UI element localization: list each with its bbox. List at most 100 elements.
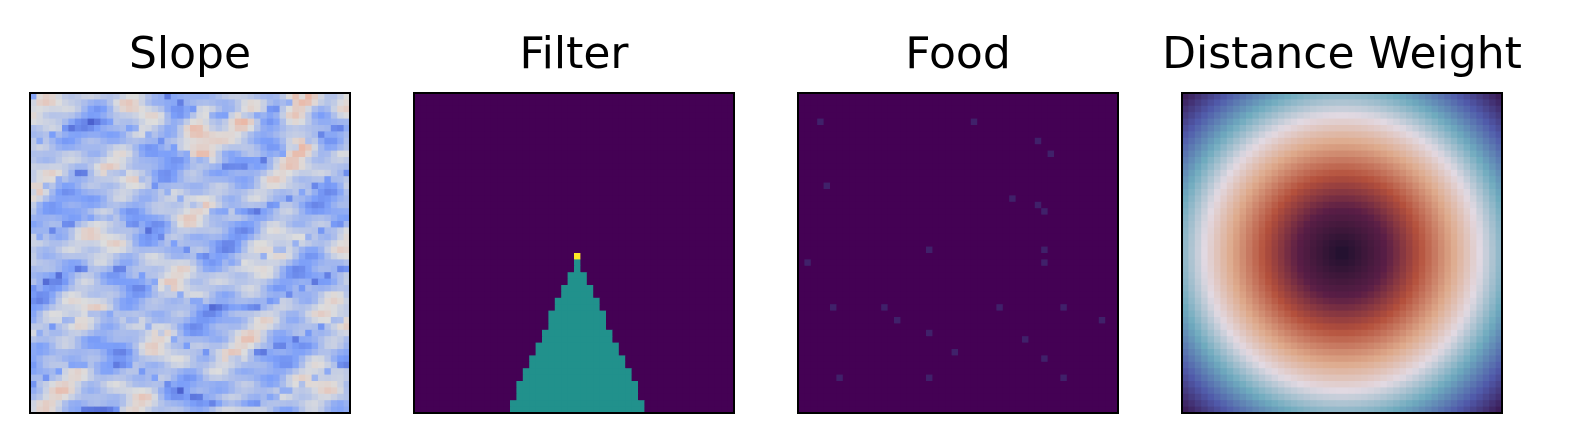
filter-cell xyxy=(554,329,562,337)
slope-cell xyxy=(68,329,76,337)
slope-cell xyxy=(298,253,306,260)
filter-cell xyxy=(503,317,511,324)
filter-cell xyxy=(599,144,607,152)
slope-cell xyxy=(145,342,153,350)
filter-cell xyxy=(535,400,543,408)
filter-cell xyxy=(465,195,473,203)
slope-cell xyxy=(74,310,82,318)
filter-cell xyxy=(586,105,594,113)
slope-cell xyxy=(177,368,185,376)
slope-cell xyxy=(42,227,50,235)
slope-cell xyxy=(273,208,281,216)
slope-cell xyxy=(311,118,319,126)
filter-cell xyxy=(670,329,677,337)
filter-cell xyxy=(638,125,645,132)
slope-cell xyxy=(158,189,165,196)
filter-cell xyxy=(586,349,594,356)
slope-cell xyxy=(241,227,249,235)
filter-cell xyxy=(490,355,498,363)
slope-cell xyxy=(266,208,274,216)
filter-cell xyxy=(721,144,729,152)
slope-cell xyxy=(68,163,76,171)
filter-cell xyxy=(484,125,492,132)
slope-cell xyxy=(94,105,101,113)
slope-cell xyxy=(234,118,242,126)
filter-cell xyxy=(721,169,729,177)
slope-cell xyxy=(36,355,44,363)
slope-cell xyxy=(305,233,313,241)
slope-cell xyxy=(222,272,229,280)
slope-cell xyxy=(318,253,325,260)
filter-cell xyxy=(535,285,543,292)
slope-cell xyxy=(292,227,300,235)
filter-cell xyxy=(708,272,716,280)
filter-cell xyxy=(529,253,537,260)
filter-cell xyxy=(478,323,485,331)
filter-cell xyxy=(721,112,729,120)
filter-cell xyxy=(702,144,709,152)
filter-cell xyxy=(414,272,421,280)
slope-cell xyxy=(138,137,146,145)
filter-cell xyxy=(567,112,575,120)
filter-cell xyxy=(580,304,588,312)
slope-cell xyxy=(68,336,76,344)
filter-cell xyxy=(586,329,594,337)
slope-cell xyxy=(113,125,121,132)
slope-cell xyxy=(158,317,165,324)
slope-cell xyxy=(42,278,50,286)
filter-cell xyxy=(484,374,492,382)
slope-cell xyxy=(68,112,76,120)
slope-cell xyxy=(254,393,261,401)
slope-cell xyxy=(126,246,133,254)
slope-cell xyxy=(42,387,50,395)
slope-cell xyxy=(305,169,313,177)
filter-cell xyxy=(458,253,466,260)
filter-cell xyxy=(439,361,447,369)
slope-cell xyxy=(273,406,281,414)
slope-cell xyxy=(42,182,50,190)
slope-cell xyxy=(305,176,313,184)
slope-cell xyxy=(298,278,306,286)
filter-cell xyxy=(714,93,722,100)
filter-cell xyxy=(695,163,703,171)
filter-cell xyxy=(721,323,729,331)
filter-cell xyxy=(548,406,556,414)
slope-cell xyxy=(286,342,293,350)
slope-cell xyxy=(94,112,101,120)
slope-cell xyxy=(36,208,44,216)
filter-cell xyxy=(689,265,697,273)
slope-cell xyxy=(324,355,332,363)
slope-cell xyxy=(113,189,121,196)
filter-cell xyxy=(631,259,639,267)
slope-cell xyxy=(158,355,165,363)
filter-cell xyxy=(727,189,735,196)
filter-cell xyxy=(657,163,665,171)
slope-cell xyxy=(324,304,332,312)
filter-cell xyxy=(586,381,594,388)
slope-cell xyxy=(119,163,127,171)
filter-cell xyxy=(644,259,652,267)
slope-cell xyxy=(183,387,191,395)
slope-cell xyxy=(132,381,140,388)
filter-cell xyxy=(478,201,485,209)
filter-cell xyxy=(638,342,645,350)
slope-cell xyxy=(292,291,300,299)
filter-cell xyxy=(670,157,677,164)
slope-cell xyxy=(87,323,95,331)
slope-cell xyxy=(55,253,63,260)
filter-cell xyxy=(478,342,485,350)
filter-cell xyxy=(478,285,485,292)
filter-cell xyxy=(567,361,575,369)
filter-cell xyxy=(663,291,671,299)
slope-cell xyxy=(119,221,127,228)
slope-cell xyxy=(260,176,268,184)
filter-cell xyxy=(567,195,575,203)
slope-cell xyxy=(74,163,82,171)
filter-cell xyxy=(465,304,473,312)
slope-cell xyxy=(241,163,249,171)
slope-cell xyxy=(81,157,89,164)
filter-cell xyxy=(657,265,665,273)
slope-cell xyxy=(343,291,351,299)
filter-cell xyxy=(439,169,447,177)
filter-cell xyxy=(618,259,626,267)
